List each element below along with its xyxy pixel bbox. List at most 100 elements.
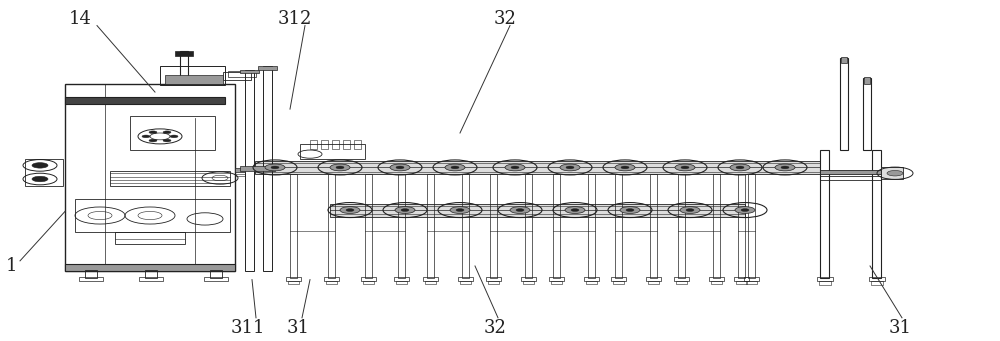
Bar — [490, 174, 497, 278]
Bar — [343, 140, 350, 149]
Bar — [462, 174, 469, 278]
Bar — [139, 277, 163, 281]
Circle shape — [170, 135, 178, 138]
Bar — [396, 281, 407, 284]
Bar — [332, 140, 339, 149]
Bar — [145, 270, 157, 278]
Bar — [744, 277, 759, 281]
Bar — [676, 281, 687, 284]
Bar — [425, 281, 436, 284]
Circle shape — [516, 209, 524, 211]
Bar — [255, 161, 820, 174]
Bar — [210, 270, 222, 278]
Bar — [820, 176, 881, 180]
Text: 14: 14 — [69, 10, 91, 28]
Circle shape — [615, 164, 635, 171]
Bar — [363, 281, 374, 284]
Circle shape — [265, 164, 285, 171]
Bar — [840, 58, 848, 150]
Circle shape — [560, 164, 580, 171]
Bar — [549, 277, 564, 281]
Circle shape — [336, 166, 344, 169]
Bar — [611, 277, 626, 281]
Bar — [286, 277, 301, 281]
Circle shape — [505, 164, 525, 171]
Circle shape — [775, 164, 795, 171]
Bar — [553, 174, 560, 278]
Circle shape — [781, 166, 789, 169]
Text: 31: 31 — [287, 319, 310, 337]
Bar — [300, 144, 365, 159]
Bar — [25, 159, 63, 186]
Circle shape — [445, 164, 465, 171]
Circle shape — [887, 170, 903, 176]
Bar — [820, 150, 829, 278]
Circle shape — [149, 131, 157, 134]
Bar — [228, 71, 256, 77]
Bar — [263, 66, 272, 271]
Bar — [361, 277, 376, 281]
Bar — [223, 72, 251, 80]
Bar — [115, 232, 185, 244]
Bar — [525, 174, 532, 278]
Bar — [738, 174, 745, 278]
Circle shape — [271, 166, 279, 169]
Bar — [398, 174, 405, 278]
Bar — [615, 174, 622, 278]
Bar — [326, 281, 337, 284]
Bar — [328, 174, 335, 278]
Circle shape — [571, 209, 579, 211]
Bar — [354, 140, 361, 149]
Bar — [160, 66, 225, 85]
Bar — [646, 277, 661, 281]
Bar — [648, 281, 659, 284]
Circle shape — [730, 164, 750, 171]
Bar — [130, 116, 215, 150]
Circle shape — [741, 209, 749, 211]
Bar — [523, 281, 534, 284]
Circle shape — [395, 207, 415, 213]
Circle shape — [340, 207, 360, 213]
Bar — [869, 277, 885, 281]
Bar — [486, 277, 501, 281]
Bar — [588, 174, 595, 278]
Bar — [75, 199, 230, 232]
Text: 312: 312 — [278, 10, 312, 28]
Bar — [235, 174, 245, 176]
Circle shape — [451, 166, 459, 169]
Circle shape — [390, 164, 410, 171]
Circle shape — [163, 139, 171, 142]
Bar — [245, 70, 254, 271]
Circle shape — [142, 135, 150, 138]
Bar — [240, 70, 259, 73]
Bar — [872, 150, 881, 278]
Bar — [734, 277, 749, 281]
Bar — [817, 277, 833, 281]
Bar — [488, 281, 499, 284]
Circle shape — [32, 163, 48, 168]
Bar — [65, 264, 235, 271]
Bar — [65, 97, 225, 104]
Bar — [423, 277, 438, 281]
Bar — [324, 277, 339, 281]
Bar — [79, 277, 103, 281]
Circle shape — [686, 209, 694, 211]
Bar — [290, 174, 297, 278]
Bar — [820, 170, 881, 174]
Circle shape — [330, 164, 350, 171]
Bar — [175, 51, 193, 56]
Bar — [310, 140, 317, 149]
Bar — [709, 277, 724, 281]
Bar — [863, 78, 871, 150]
Circle shape — [163, 131, 171, 134]
Circle shape — [456, 209, 464, 211]
Circle shape — [675, 164, 695, 171]
Bar — [165, 75, 223, 84]
Circle shape — [620, 207, 640, 213]
Circle shape — [621, 166, 629, 169]
Bar — [613, 281, 624, 284]
Circle shape — [32, 176, 48, 182]
Circle shape — [396, 166, 404, 169]
Bar — [65, 84, 235, 271]
Circle shape — [626, 209, 634, 211]
